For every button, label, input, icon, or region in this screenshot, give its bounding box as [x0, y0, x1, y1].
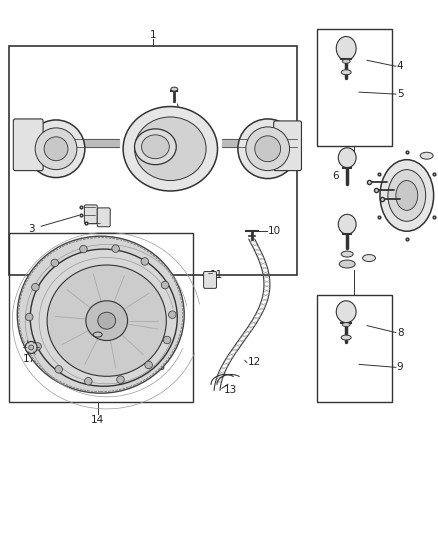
Ellipse shape — [17, 236, 184, 393]
Bar — [9, 233, 193, 402]
Ellipse shape — [93, 332, 102, 337]
Ellipse shape — [35, 128, 77, 169]
Text: 8: 8 — [397, 328, 403, 337]
Text: 11: 11 — [210, 270, 223, 280]
Text: 15: 15 — [152, 362, 166, 373]
Circle shape — [169, 311, 176, 319]
Circle shape — [51, 259, 59, 266]
Ellipse shape — [363, 255, 375, 262]
Ellipse shape — [336, 301, 356, 322]
Text: 7: 7 — [427, 191, 433, 201]
Circle shape — [55, 366, 63, 373]
Circle shape — [161, 281, 169, 289]
Ellipse shape — [98, 312, 116, 329]
Ellipse shape — [336, 36, 356, 60]
Ellipse shape — [341, 251, 353, 257]
FancyBboxPatch shape — [204, 271, 216, 288]
Ellipse shape — [396, 181, 418, 211]
FancyBboxPatch shape — [85, 205, 97, 224]
Ellipse shape — [19, 238, 183, 392]
Ellipse shape — [338, 148, 356, 168]
Ellipse shape — [338, 214, 356, 234]
Circle shape — [85, 377, 92, 385]
Text: 12: 12 — [248, 358, 261, 367]
Text: 13: 13 — [224, 385, 237, 395]
Ellipse shape — [238, 119, 297, 179]
Ellipse shape — [420, 152, 433, 159]
Ellipse shape — [123, 107, 218, 191]
Text: 6: 6 — [332, 171, 339, 181]
Ellipse shape — [47, 265, 166, 376]
Circle shape — [34, 343, 41, 350]
Text: 17: 17 — [23, 354, 36, 365]
Circle shape — [141, 257, 148, 265]
Circle shape — [25, 342, 37, 353]
Text: 9: 9 — [397, 362, 403, 373]
Ellipse shape — [342, 59, 350, 63]
Circle shape — [29, 345, 34, 350]
Circle shape — [32, 284, 39, 291]
Ellipse shape — [134, 129, 176, 165]
Ellipse shape — [134, 117, 206, 181]
Circle shape — [117, 376, 124, 383]
Circle shape — [112, 245, 120, 253]
Text: 5: 5 — [397, 89, 403, 99]
FancyBboxPatch shape — [13, 119, 43, 171]
Ellipse shape — [30, 249, 177, 386]
Ellipse shape — [86, 301, 127, 341]
Text: 10: 10 — [268, 226, 281, 236]
Circle shape — [163, 336, 171, 344]
Text: 2: 2 — [182, 113, 189, 123]
Ellipse shape — [27, 120, 85, 177]
Ellipse shape — [255, 136, 281, 161]
Text: 3: 3 — [28, 224, 35, 234]
Circle shape — [80, 245, 87, 253]
Ellipse shape — [342, 322, 350, 327]
Ellipse shape — [44, 137, 68, 160]
Ellipse shape — [341, 70, 351, 75]
Bar — [318, 29, 392, 146]
Ellipse shape — [246, 127, 290, 171]
Ellipse shape — [380, 160, 434, 231]
Ellipse shape — [341, 335, 351, 340]
Ellipse shape — [388, 169, 426, 221]
Text: 16: 16 — [96, 369, 109, 379]
Text: 4: 4 — [397, 61, 403, 71]
Ellipse shape — [171, 87, 178, 91]
FancyBboxPatch shape — [97, 208, 110, 227]
FancyBboxPatch shape — [274, 121, 301, 171]
Ellipse shape — [339, 260, 355, 268]
Ellipse shape — [141, 135, 170, 159]
Bar — [318, 295, 392, 402]
Circle shape — [145, 361, 152, 369]
Circle shape — [25, 313, 33, 321]
Text: 1: 1 — [150, 30, 157, 41]
Text: 14: 14 — [91, 415, 104, 425]
Bar — [9, 46, 297, 275]
